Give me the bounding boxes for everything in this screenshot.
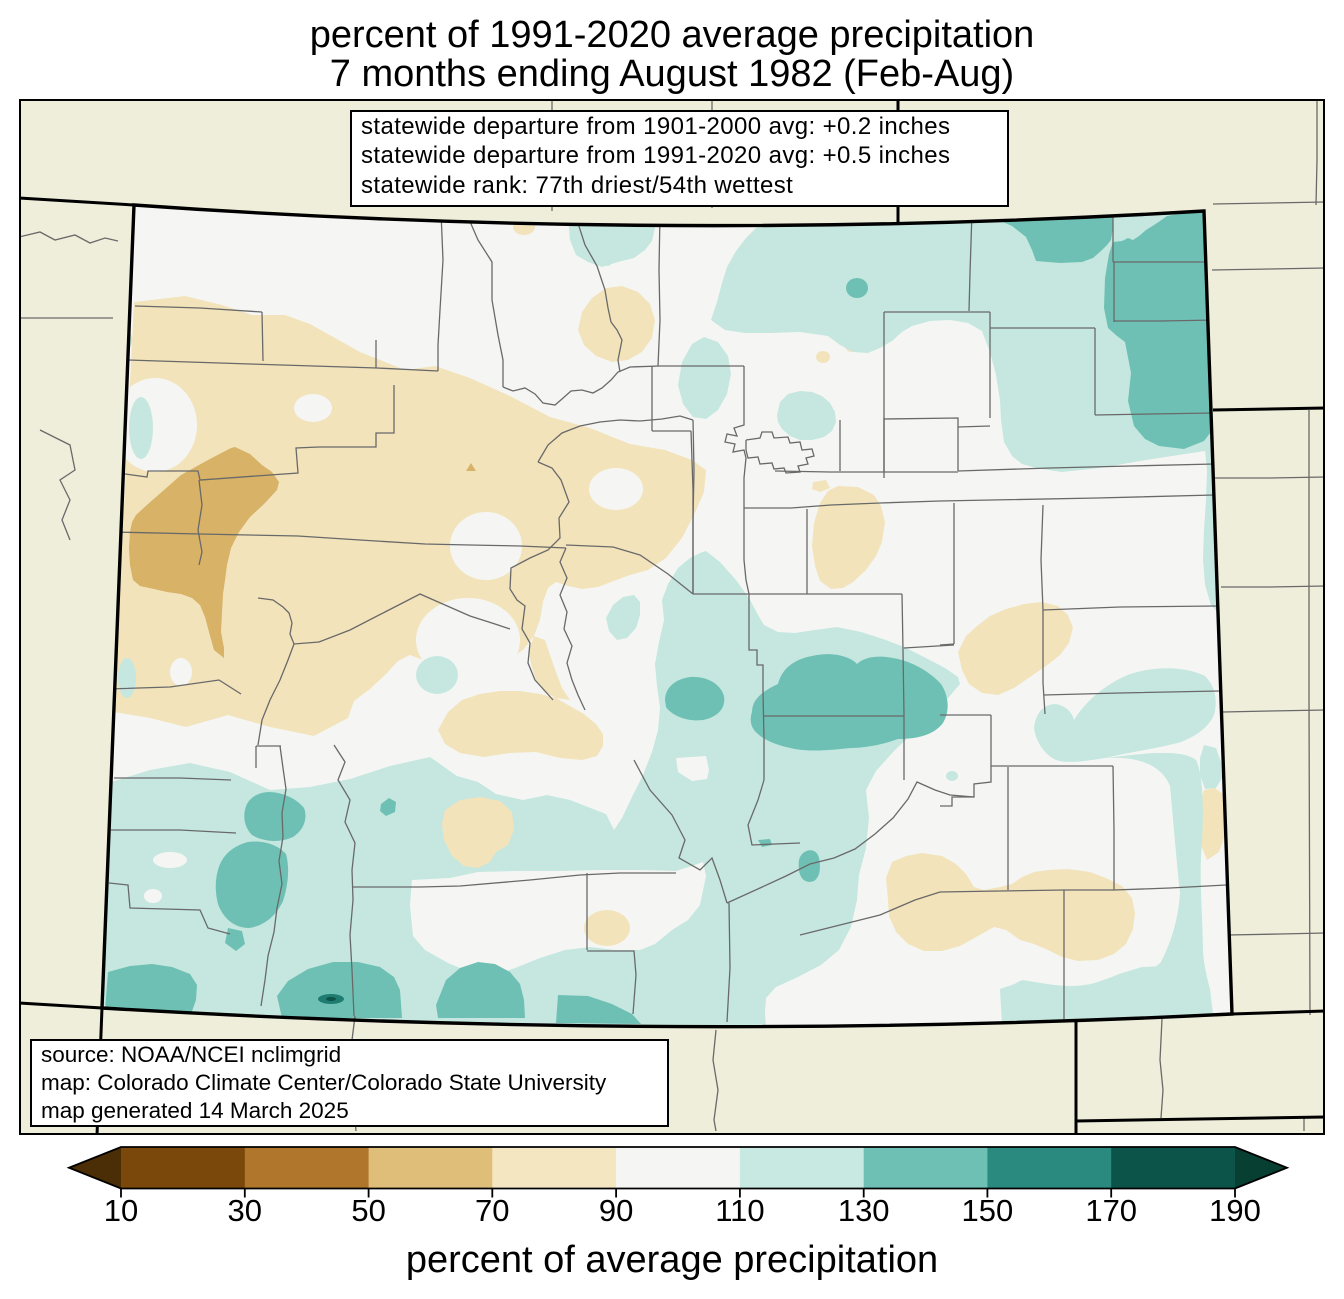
svg-text:150: 150 — [962, 1193, 1014, 1228]
svg-text:110: 110 — [715, 1193, 764, 1228]
svg-text:30: 30 — [228, 1193, 262, 1228]
svg-text:10: 10 — [104, 1193, 138, 1228]
svg-text:50: 50 — [351, 1193, 385, 1228]
svg-text:170: 170 — [1085, 1193, 1137, 1228]
svg-text:70: 70 — [475, 1193, 509, 1228]
svg-text:130: 130 — [838, 1193, 890, 1228]
svg-text:190: 190 — [1209, 1193, 1261, 1228]
svg-text:percent of average precipitati: percent of average precipitation — [406, 1239, 938, 1281]
svg-text:90: 90 — [599, 1193, 633, 1228]
